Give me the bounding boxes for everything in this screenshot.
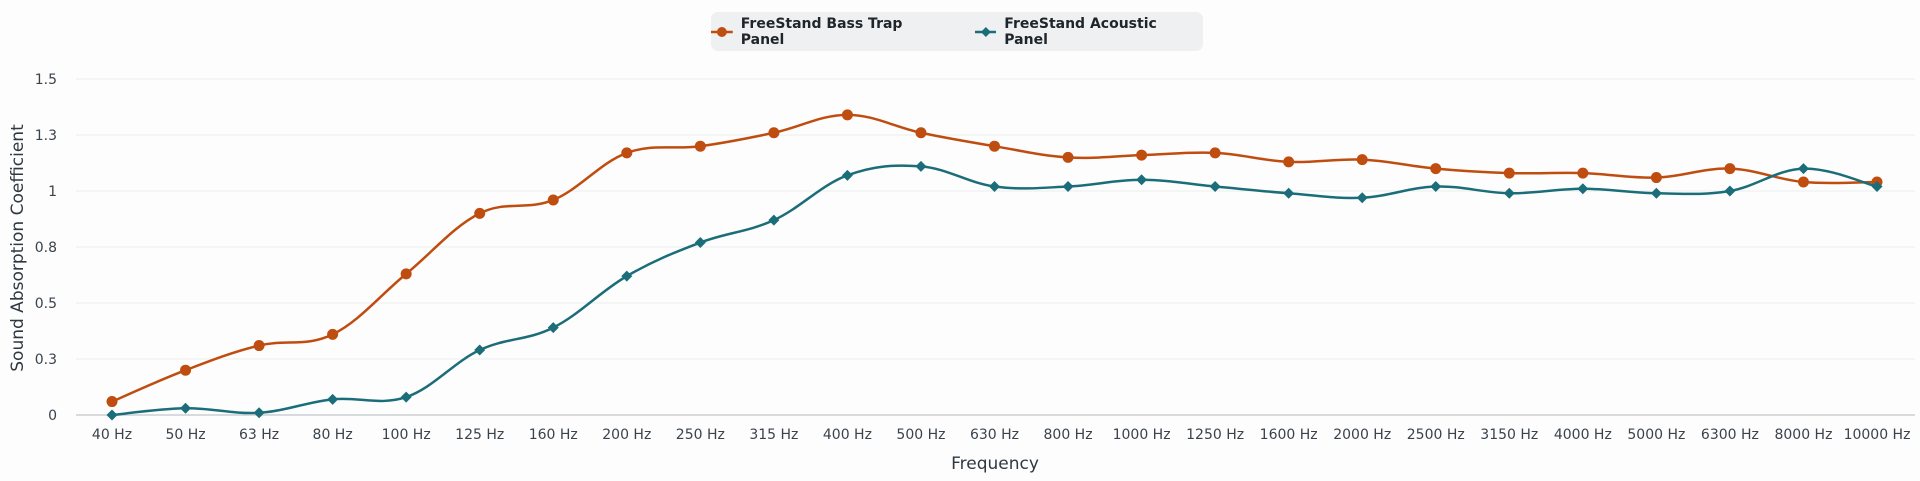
data-point-diamond[interactable] bbox=[989, 181, 1000, 193]
x-axis-title: Frequency bbox=[951, 454, 1039, 474]
data-point-circle[interactable] bbox=[1062, 151, 1074, 163]
data-point-diamond[interactable] bbox=[915, 160, 927, 172]
data-point-circle[interactable] bbox=[253, 340, 265, 352]
legend-label: FreeStand Acoustic Panel bbox=[1004, 15, 1157, 48]
x-tick-label: 1600 Hz bbox=[1260, 427, 1318, 443]
data-point-circle[interactable] bbox=[400, 268, 412, 280]
data-point-diamond[interactable] bbox=[547, 322, 559, 334]
data-point-diamond[interactable] bbox=[1797, 163, 1809, 175]
data-point-diamond[interactable] bbox=[400, 391, 412, 403]
y-tick-label: 0 bbox=[48, 408, 57, 424]
data-point-circle[interactable] bbox=[1283, 156, 1295, 168]
series-layer bbox=[106, 109, 1883, 421]
y-tick-label: 1.5 bbox=[35, 72, 57, 88]
x-tick-label: 3150 Hz bbox=[1480, 427, 1538, 443]
series-line bbox=[111, 164, 1878, 417]
x-tick-label: 1000 Hz bbox=[1113, 427, 1171, 443]
x-axis-ticks: 40 Hz 50 Hz 63 Hz 80 Hz 100 Hz 125 Hz 160 Hz 20… bbox=[92, 427, 1911, 443]
y-tick-label: 0.3 bbox=[35, 352, 57, 368]
data-point-circle[interactable] bbox=[327, 328, 339, 340]
data-point-diamond[interactable] bbox=[106, 409, 118, 421]
x-tick-label: 6300 Hz bbox=[1701, 427, 1759, 443]
data-point-diamond[interactable] bbox=[1209, 181, 1221, 193]
x-tick-label: 200 Hz bbox=[602, 427, 651, 443]
y-tick-label: 0.8 bbox=[35, 240, 57, 256]
data-point-circle[interactable] bbox=[1503, 167, 1515, 179]
x-tick-label: 4000 Hz bbox=[1554, 427, 1612, 443]
x-tick-label: 40 Hz bbox=[92, 427, 132, 443]
diamond-marker-icon bbox=[974, 26, 997, 37]
data-point-diamond[interactable] bbox=[1136, 174, 1148, 186]
x-tick-label: 5000 Hz bbox=[1627, 427, 1685, 443]
data-point-diamond[interactable] bbox=[327, 393, 339, 405]
data-point-circle[interactable] bbox=[915, 127, 927, 139]
x-tick-label: 800 Hz bbox=[1044, 427, 1093, 443]
data-point-diamond[interactable] bbox=[1283, 187, 1295, 199]
data-point-diamond[interactable] bbox=[474, 344, 486, 356]
data-point-diamond[interactable] bbox=[621, 270, 633, 282]
data-point-circle[interactable] bbox=[1430, 163, 1442, 175]
x-tick-label: 2500 Hz bbox=[1407, 427, 1465, 443]
y-tick-label: 1 bbox=[48, 184, 57, 200]
gridlines bbox=[76, 78, 1915, 360]
x-tick-label: 400 Hz bbox=[823, 427, 872, 443]
y-axis-ticks: 0 0.3 0.5 0.8 1 1.3 1.5 bbox=[35, 72, 57, 424]
x-tick-label: 80 Hz bbox=[313, 427, 353, 443]
chart-legend: FreeStand Bass Trap Panel FreeStand Acou… bbox=[711, 12, 1203, 51]
data-point-diamond[interactable] bbox=[841, 169, 853, 181]
legend-item-acoustic-panel[interactable]: FreeStand Acoustic Panel bbox=[974, 15, 1203, 48]
x-tick-label: 10000 Hz bbox=[1844, 427, 1911, 443]
data-point-diamond[interactable] bbox=[1650, 187, 1662, 199]
data-point-circle[interactable] bbox=[989, 140, 1000, 152]
series-acoustic-panel bbox=[106, 160, 1883, 421]
data-point-diamond[interactable] bbox=[1871, 181, 1883, 193]
data-point-circle[interactable] bbox=[841, 109, 853, 121]
data-point-diamond[interactable] bbox=[1430, 181, 1442, 193]
data-point-circle[interactable] bbox=[106, 396, 118, 408]
data-point-circle[interactable] bbox=[1577, 167, 1589, 179]
circle-marker-icon bbox=[711, 26, 733, 37]
data-point-circle[interactable] bbox=[474, 207, 486, 219]
data-point-diamond[interactable] bbox=[1577, 183, 1589, 195]
legend-item-bass-trap[interactable]: FreeStand Bass Trap Panel bbox=[711, 16, 949, 48]
data-point-circle[interactable] bbox=[1356, 154, 1368, 166]
data-point-circle[interactable] bbox=[768, 127, 780, 139]
y-tick-label: 1.3 bbox=[35, 128, 57, 144]
x-tick-label: 8000 Hz bbox=[1774, 427, 1832, 443]
data-point-diamond[interactable] bbox=[768, 214, 780, 226]
x-tick-label: 315 Hz bbox=[749, 427, 798, 443]
data-point-diamond[interactable] bbox=[1062, 181, 1074, 193]
data-point-diamond[interactable] bbox=[1503, 187, 1515, 199]
data-point-diamond[interactable] bbox=[180, 402, 192, 414]
x-tick-label: 1250 Hz bbox=[1186, 427, 1244, 443]
data-point-circle[interactable] bbox=[180, 364, 192, 376]
legend-label: FreeStand Bass Trap Panel bbox=[740, 15, 903, 48]
x-tick-label: 100 Hz bbox=[382, 427, 431, 443]
series-bass-trap-panel bbox=[106, 109, 1883, 408]
data-point-circle[interactable] bbox=[1650, 172, 1662, 184]
x-tick-label: 125 Hz bbox=[455, 427, 504, 443]
x-tick-label: 250 Hz bbox=[676, 427, 725, 443]
data-point-circle[interactable] bbox=[1797, 176, 1809, 188]
y-axis-title: Sound Absorption Coefficient bbox=[8, 124, 28, 372]
data-point-circle[interactable] bbox=[1724, 163, 1736, 175]
data-point-diamond[interactable] bbox=[694, 237, 706, 249]
data-point-circle[interactable] bbox=[621, 147, 633, 159]
x-tick-label: 630 Hz bbox=[970, 427, 1019, 443]
data-point-circle[interactable] bbox=[694, 140, 706, 152]
y-tick-label: 0.5 bbox=[35, 296, 57, 312]
data-point-circle[interactable] bbox=[1209, 147, 1221, 159]
x-tick-label: 500 Hz bbox=[896, 427, 945, 443]
data-point-diamond[interactable] bbox=[253, 407, 265, 419]
data-point-circle[interactable] bbox=[547, 194, 559, 206]
data-point-diamond[interactable] bbox=[1724, 185, 1736, 197]
x-tick-label: 63 Hz bbox=[239, 427, 279, 443]
x-tick-label: 160 Hz bbox=[529, 427, 578, 443]
x-tick-label: 50 Hz bbox=[165, 427, 205, 443]
x-tick-label: 2000 Hz bbox=[1333, 427, 1391, 443]
data-point-diamond[interactable] bbox=[1356, 192, 1368, 204]
data-point-circle[interactable] bbox=[1136, 149, 1148, 161]
